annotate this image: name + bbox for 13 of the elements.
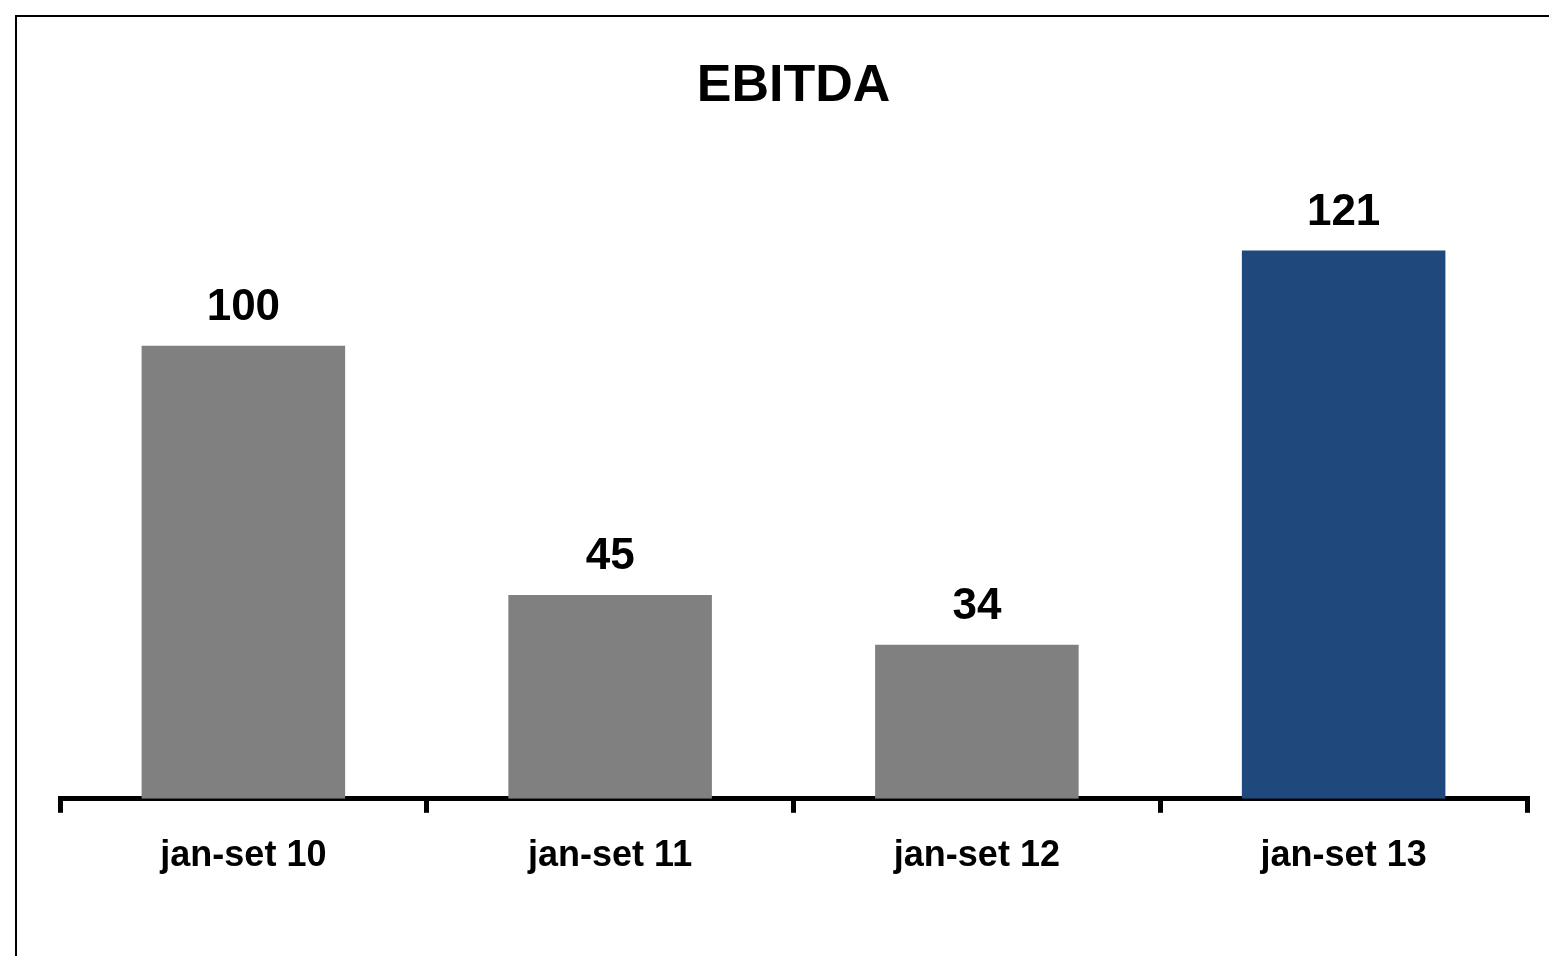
data-label: 121	[1306, 184, 1381, 234]
bar	[508, 594, 712, 799]
data-label: 45	[585, 529, 635, 579]
x-tick-label: jan-set 10	[159, 833, 327, 875]
data-label: 34	[952, 578, 1002, 628]
x-tick-label: jan-set 13	[1259, 833, 1427, 875]
chart-title: EBITDA	[696, 53, 891, 112]
bar	[1241, 250, 1446, 799]
x-tick-label: jan-set 12	[892, 833, 1060, 875]
bar	[141, 345, 346, 799]
data-label: 100	[206, 279, 281, 329]
bar	[875, 644, 1079, 799]
x-tick-label: jan-set 11	[527, 833, 693, 875]
